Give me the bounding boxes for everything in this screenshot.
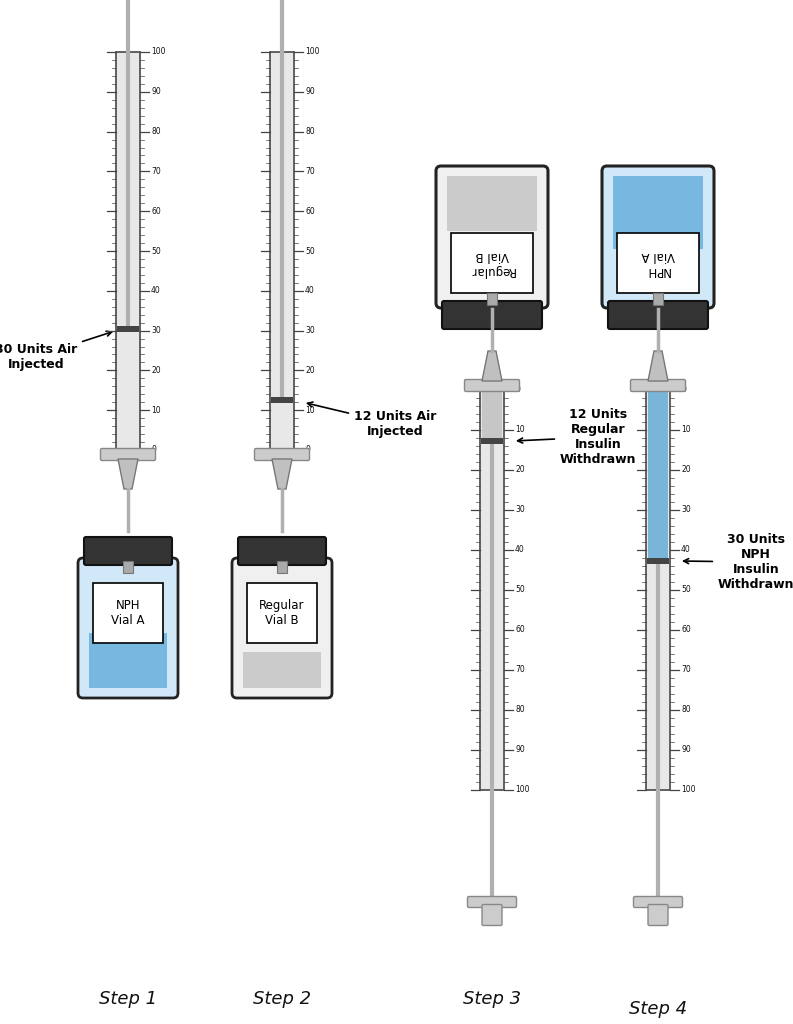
- Bar: [647, 558, 669, 564]
- Text: 100: 100: [305, 47, 320, 56]
- Bar: [93, 583, 163, 643]
- Text: 10: 10: [151, 406, 161, 415]
- FancyBboxPatch shape: [78, 558, 178, 698]
- FancyBboxPatch shape: [101, 449, 155, 461]
- FancyBboxPatch shape: [648, 904, 668, 926]
- Text: 40: 40: [681, 546, 691, 555]
- Polygon shape: [482, 351, 502, 381]
- Bar: [270, 52, 294, 450]
- FancyBboxPatch shape: [468, 896, 516, 907]
- FancyBboxPatch shape: [255, 449, 309, 461]
- Bar: [451, 233, 533, 293]
- Text: 100: 100: [151, 47, 166, 56]
- Bar: [613, 176, 703, 249]
- Text: 10: 10: [681, 426, 691, 434]
- Text: NPH
Vial A: NPH Vial A: [642, 249, 675, 278]
- Text: 40: 40: [515, 546, 525, 555]
- Bar: [648, 390, 668, 558]
- Text: 60: 60: [305, 207, 315, 216]
- FancyBboxPatch shape: [602, 166, 714, 308]
- Text: 80: 80: [151, 127, 161, 136]
- Text: Step 4: Step 4: [629, 1000, 687, 1018]
- Text: 20: 20: [681, 466, 691, 474]
- Bar: [247, 583, 317, 643]
- Text: 10: 10: [515, 426, 525, 434]
- Bar: [123, 561, 133, 573]
- Bar: [243, 651, 321, 688]
- Text: Step 2: Step 2: [253, 990, 311, 1008]
- Text: 80: 80: [305, 127, 315, 136]
- FancyBboxPatch shape: [608, 301, 708, 329]
- Text: 70: 70: [515, 666, 525, 675]
- Text: 70: 70: [305, 167, 315, 176]
- FancyBboxPatch shape: [634, 896, 683, 907]
- Text: 30: 30: [681, 506, 691, 514]
- Text: 80: 80: [515, 706, 525, 715]
- Text: 90: 90: [681, 745, 691, 755]
- FancyBboxPatch shape: [630, 380, 685, 391]
- FancyBboxPatch shape: [436, 166, 548, 308]
- Text: 90: 90: [515, 745, 525, 755]
- Text: 50: 50: [515, 586, 525, 595]
- Text: 30 Units Air
Injected: 30 Units Air Injected: [0, 331, 112, 371]
- Bar: [646, 390, 670, 790]
- FancyBboxPatch shape: [482, 904, 502, 926]
- Text: 60: 60: [515, 626, 525, 635]
- Text: Step 1: Step 1: [99, 990, 157, 1008]
- Text: 40: 40: [151, 287, 161, 295]
- Text: Step 3: Step 3: [463, 990, 521, 1008]
- Text: 90: 90: [305, 87, 315, 96]
- Bar: [271, 397, 293, 403]
- Bar: [277, 561, 287, 573]
- Text: 0: 0: [151, 445, 156, 455]
- Text: 12 Units
Regular
Insulin
Withdrawn: 12 Units Regular Insulin Withdrawn: [518, 408, 637, 466]
- Text: 60: 60: [681, 626, 691, 635]
- Text: 0: 0: [305, 445, 310, 455]
- Text: Regular
Vial B: Regular Vial B: [259, 599, 305, 627]
- Bar: [653, 293, 663, 305]
- Text: 20: 20: [151, 366, 161, 375]
- Text: 100: 100: [515, 785, 530, 795]
- Text: 20: 20: [305, 366, 315, 375]
- FancyBboxPatch shape: [232, 558, 332, 698]
- Bar: [481, 438, 503, 444]
- Text: 60: 60: [151, 207, 161, 216]
- FancyBboxPatch shape: [442, 301, 542, 329]
- Text: Regular
Vial B: Regular Vial B: [469, 249, 515, 278]
- Text: 30: 30: [305, 326, 315, 335]
- Bar: [447, 176, 537, 231]
- Text: 80: 80: [681, 706, 691, 715]
- Bar: [89, 634, 167, 688]
- Bar: [482, 390, 502, 438]
- Bar: [487, 293, 497, 305]
- Text: 10: 10: [305, 406, 315, 415]
- Text: 70: 70: [681, 666, 691, 675]
- Bar: [117, 326, 139, 332]
- Text: 30: 30: [515, 506, 525, 514]
- Text: 30: 30: [151, 326, 161, 335]
- Text: 30 Units
NPH
Insulin
Withdrawn: 30 Units NPH Insulin Withdrawn: [684, 534, 793, 591]
- Text: 50: 50: [151, 247, 161, 256]
- Bar: [480, 390, 504, 790]
- Text: 40: 40: [305, 287, 315, 295]
- FancyBboxPatch shape: [465, 380, 519, 391]
- Text: NPH
Vial A: NPH Vial A: [111, 599, 145, 627]
- Polygon shape: [272, 459, 292, 489]
- Polygon shape: [648, 351, 668, 381]
- Text: 12 Units Air
Injected: 12 Units Air Injected: [308, 402, 436, 438]
- Bar: [116, 52, 140, 450]
- Text: 100: 100: [681, 785, 695, 795]
- Text: 0: 0: [515, 385, 520, 394]
- Text: 50: 50: [305, 247, 315, 256]
- Text: 0: 0: [681, 385, 686, 394]
- FancyBboxPatch shape: [84, 537, 172, 565]
- Text: 70: 70: [151, 167, 161, 176]
- Text: 50: 50: [681, 586, 691, 595]
- Text: 20: 20: [515, 466, 525, 474]
- Polygon shape: [118, 459, 138, 489]
- Text: 90: 90: [151, 87, 161, 96]
- FancyBboxPatch shape: [238, 537, 326, 565]
- Bar: [617, 233, 699, 293]
